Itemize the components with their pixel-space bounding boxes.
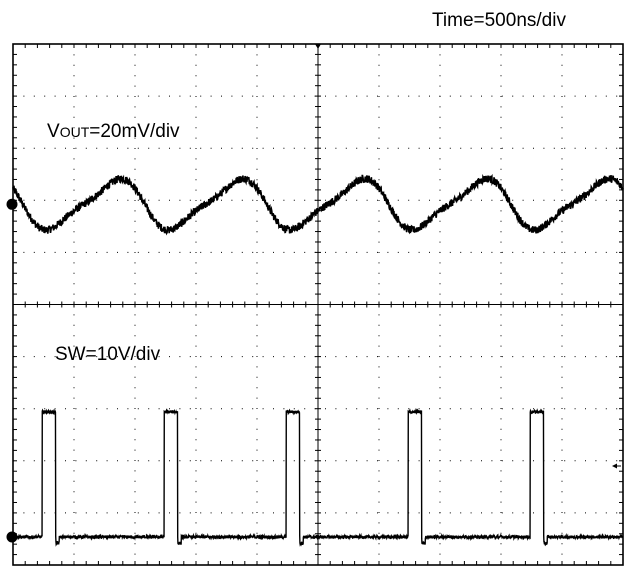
timebase-label: Time=500ns/div [432, 10, 566, 31]
graticule [12, 43, 624, 566]
vout-label-main: V [47, 121, 60, 142]
vout-label-subscript: OUT [59, 124, 90, 140]
trigger-level-arrow [612, 463, 617, 469]
trigger-position-marker [315, 44, 321, 49]
sw-ground-marker [6, 531, 18, 543]
vout-label-scale: =20mV/div [89, 121, 180, 142]
sw-trace [12, 407, 624, 547]
traces [12, 173, 624, 547]
vout-scale-label: VOUT=20mV/div [47, 121, 180, 143]
vout-ground-marker [6, 198, 18, 210]
channel-markers [6, 44, 621, 543]
vout-trace [12, 173, 624, 236]
sw-scale-label: SW=10V/div [55, 344, 161, 365]
